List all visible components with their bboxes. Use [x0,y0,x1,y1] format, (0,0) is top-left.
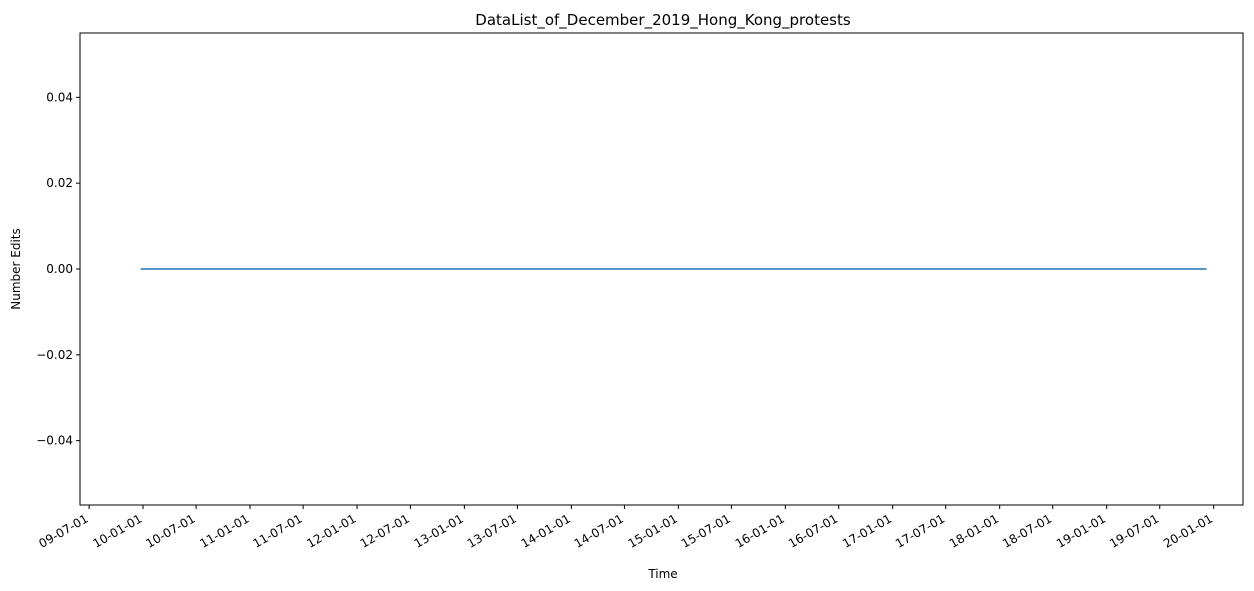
chart-title: DataList_of_December_2019_Hong_Kong_prot… [475,11,851,30]
x-tick-label: 19-01-01 [1054,511,1108,550]
x-tick-label: 11-01-01 [197,511,251,550]
x-tick-label: 17-07-01 [893,511,947,550]
x-tick-label: 14-01-01 [519,511,573,550]
x-tick-label: 18-01-01 [947,511,1001,550]
x-tick-label: 15-01-01 [626,511,680,550]
y-axis: 0.04 0.02 0.00 −0.02 −0.04 [36,90,80,448]
x-tick-label: 13-01-01 [412,511,466,550]
x-axis-title: Time [647,567,677,581]
x-tick-label: 14-07-01 [572,511,626,550]
x-tick-label: 15-07-01 [679,511,733,550]
y-tick-label: −0.04 [36,434,73,448]
x-tick-label: 17-01-01 [840,511,894,550]
y-axis-title: Number Edits [9,228,23,310]
x-tick-label: 16-07-01 [786,511,840,550]
x-tick-label: 18-07-01 [1000,511,1054,550]
x-tick-label: 16-01-01 [733,511,787,550]
x-tick-label: 19-07-01 [1107,511,1161,550]
x-tick-label: 11-07-01 [250,511,304,550]
y-tick-label: −0.02 [36,348,73,362]
x-tick-label: 20-01-01 [1161,511,1215,550]
x-tick-label: 09-07-01 [36,511,90,550]
x-tick-label: 13-07-01 [465,511,519,550]
y-tick-label: 0.00 [46,262,73,276]
x-tick-label: 10-01-01 [90,511,144,550]
y-tick-label: 0.04 [46,90,73,104]
x-tick-label: 10-07-01 [143,511,197,550]
x-tick-label: 12-07-01 [358,511,412,550]
x-tick-label: 12-01-01 [304,511,358,550]
y-tick-label: 0.02 [46,176,73,190]
